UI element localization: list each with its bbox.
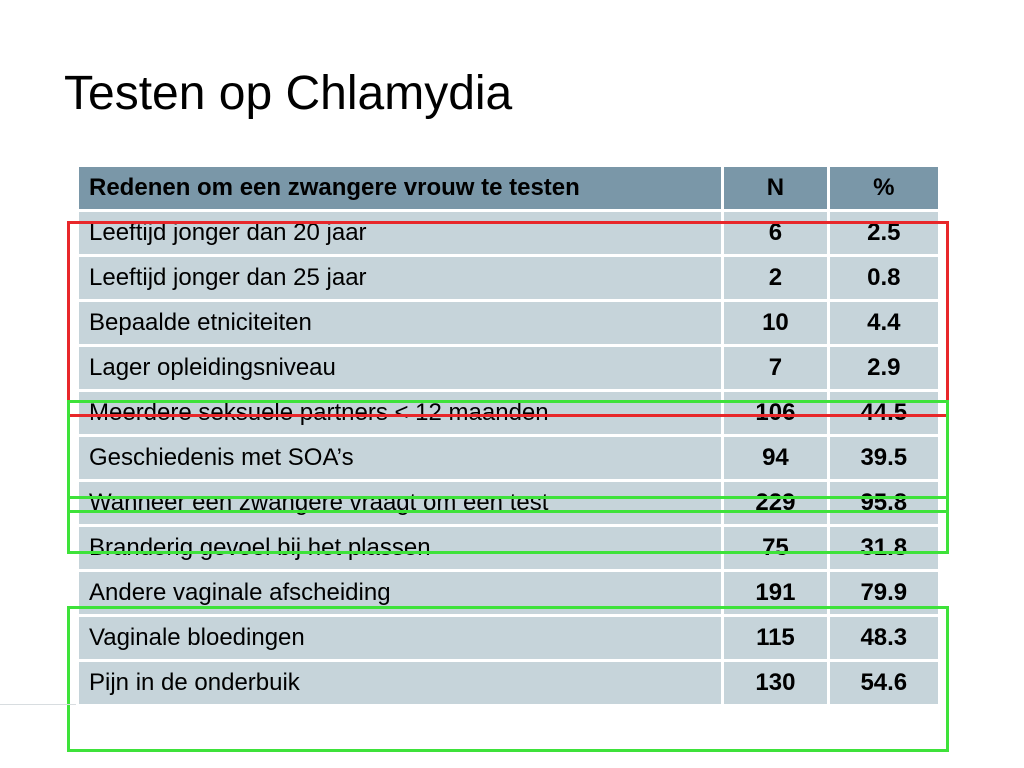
row-reason: Andere vaginale afscheiding <box>79 572 722 614</box>
reasons-table: Redenen om een zwangere vrouw te testen … <box>76 164 941 707</box>
row-n: 191 <box>724 572 827 614</box>
row-percent: 54.6 <box>829 662 938 704</box>
table-row: Bepaalde etniciteiten 10 4.4 <box>79 302 938 344</box>
row-n: 130 <box>724 662 827 704</box>
row-reason: Vaginale bloedingen <box>79 617 722 659</box>
row-percent: 48.3 <box>829 617 938 659</box>
row-n: 6 <box>724 212 827 254</box>
table-row: Branderig gevoel bij het plassen 75 31.8 <box>79 527 938 569</box>
header-n: N <box>724 167 827 209</box>
table-row: Pijn in de onderbuik 130 54.6 <box>79 662 938 704</box>
row-n: 115 <box>724 617 827 659</box>
row-reason: Geschiedenis met SOA’s <box>79 437 722 479</box>
row-percent: 95.8 <box>829 482 938 524</box>
row-n: 7 <box>724 347 827 389</box>
row-reason: Pijn in de onderbuik <box>79 662 722 704</box>
row-n: 106 <box>724 392 827 434</box>
row-reason: Lager opleidingsniveau <box>79 347 722 389</box>
row-percent: 4.4 <box>829 302 938 344</box>
row-n: 94 <box>724 437 827 479</box>
row-reason: Wanneer een zwangere vraagt om een test <box>79 482 722 524</box>
table-row: Wanneer een zwangere vraagt om een test … <box>79 482 938 524</box>
row-percent: 2.5 <box>829 212 938 254</box>
header-reason: Redenen om een zwangere vrouw te testen <box>79 167 722 209</box>
decorative-divider <box>0 704 76 705</box>
table-row: Vaginale bloedingen 115 48.3 <box>79 617 938 659</box>
table-row: Meerdere seksuele partners < 12 maanden … <box>79 392 938 434</box>
table-row: Lager opleidingsniveau 7 2.9 <box>79 347 938 389</box>
row-n: 10 <box>724 302 827 344</box>
row-percent: 79.9 <box>829 572 938 614</box>
row-n: 2 <box>724 257 827 299</box>
table-row: Geschiedenis met SOA’s 94 39.5 <box>79 437 938 479</box>
row-n: 229 <box>724 482 827 524</box>
table-header-row: Redenen om een zwangere vrouw te testen … <box>79 167 938 209</box>
row-reason: Leeftijd jonger dan 25 jaar <box>79 257 722 299</box>
table-row: Leeftijd jonger dan 20 jaar 6 2.5 <box>79 212 938 254</box>
table-row: Leeftijd jonger dan 25 jaar 2 0.8 <box>79 257 938 299</box>
slide-title: Testen op Chlamydia <box>64 67 513 120</box>
header-percent: % <box>829 167 938 209</box>
row-percent: 2.9 <box>829 347 938 389</box>
row-percent: 39.5 <box>829 437 938 479</box>
row-reason: Bepaalde etniciteiten <box>79 302 722 344</box>
row-percent: 0.8 <box>829 257 938 299</box>
row-reason: Meerdere seksuele partners < 12 maanden <box>79 392 722 434</box>
row-reason: Branderig gevoel bij het plassen <box>79 527 722 569</box>
row-percent: 31.8 <box>829 527 938 569</box>
table-row: Andere vaginale afscheiding 191 79.9 <box>79 572 938 614</box>
row-percent: 44.5 <box>829 392 938 434</box>
row-reason: Leeftijd jonger dan 20 jaar <box>79 212 722 254</box>
row-n: 75 <box>724 527 827 569</box>
